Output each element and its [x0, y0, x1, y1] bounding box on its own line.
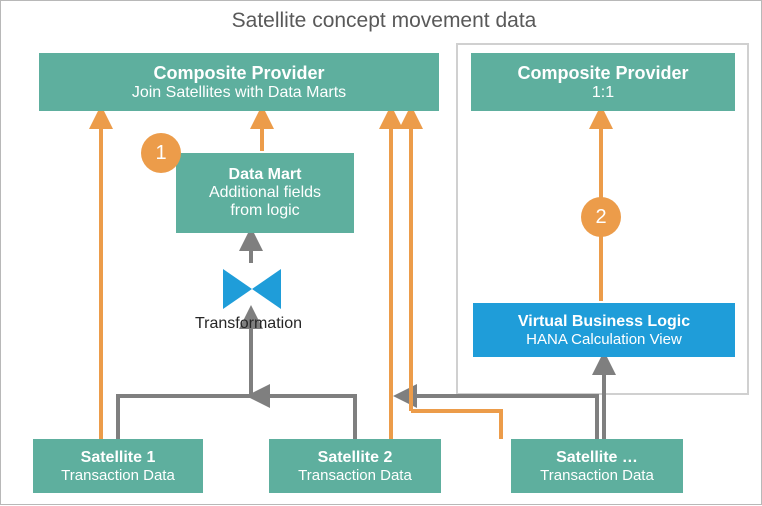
box-sub: Transaction Data — [61, 467, 175, 484]
box-title: Data Mart — [229, 166, 302, 184]
badge-2: 2 — [581, 197, 621, 237]
badge-1: 1 — [141, 133, 181, 173]
box-title: Virtual Business Logic — [518, 313, 690, 331]
satellite-2-box: Satellite 2 Transaction Data — [269, 439, 441, 493]
data-mart-box: Data Mart Additional fields from logic — [176, 153, 354, 233]
box-title: Satellite … — [556, 449, 638, 467]
composite-provider-left: Composite Provider Join Satellites with … — [39, 53, 439, 111]
diagram-title: Satellite concept movement data — [189, 9, 579, 33]
diagram-canvas: Satellite concept movement data Composit… — [0, 0, 762, 505]
box-title: Satellite 1 — [81, 449, 156, 467]
satellite-1-box: Satellite 1 Transaction Data — [33, 439, 203, 493]
box-title: Satellite 2 — [318, 449, 393, 467]
box-sub: HANA Calculation View — [526, 331, 682, 348]
box-sub: Additional fields from logic — [209, 184, 321, 220]
box-sub: Transaction Data — [540, 467, 654, 484]
composite-provider-right: Composite Provider 1:1 — [471, 53, 735, 111]
satellite-n-box: Satellite … Transaction Data — [511, 439, 683, 493]
box-sub: Transaction Data — [298, 467, 412, 484]
box-sub: Join Satellites with Data Marts — [132, 84, 346, 102]
box-title: Composite Provider — [517, 63, 688, 84]
box-title: Composite Provider — [153, 63, 324, 84]
virtual-business-logic-box: Virtual Business Logic HANA Calculation … — [473, 303, 735, 357]
transformation-label: Transformation — [195, 315, 302, 333]
box-sub: 1:1 — [592, 84, 614, 102]
